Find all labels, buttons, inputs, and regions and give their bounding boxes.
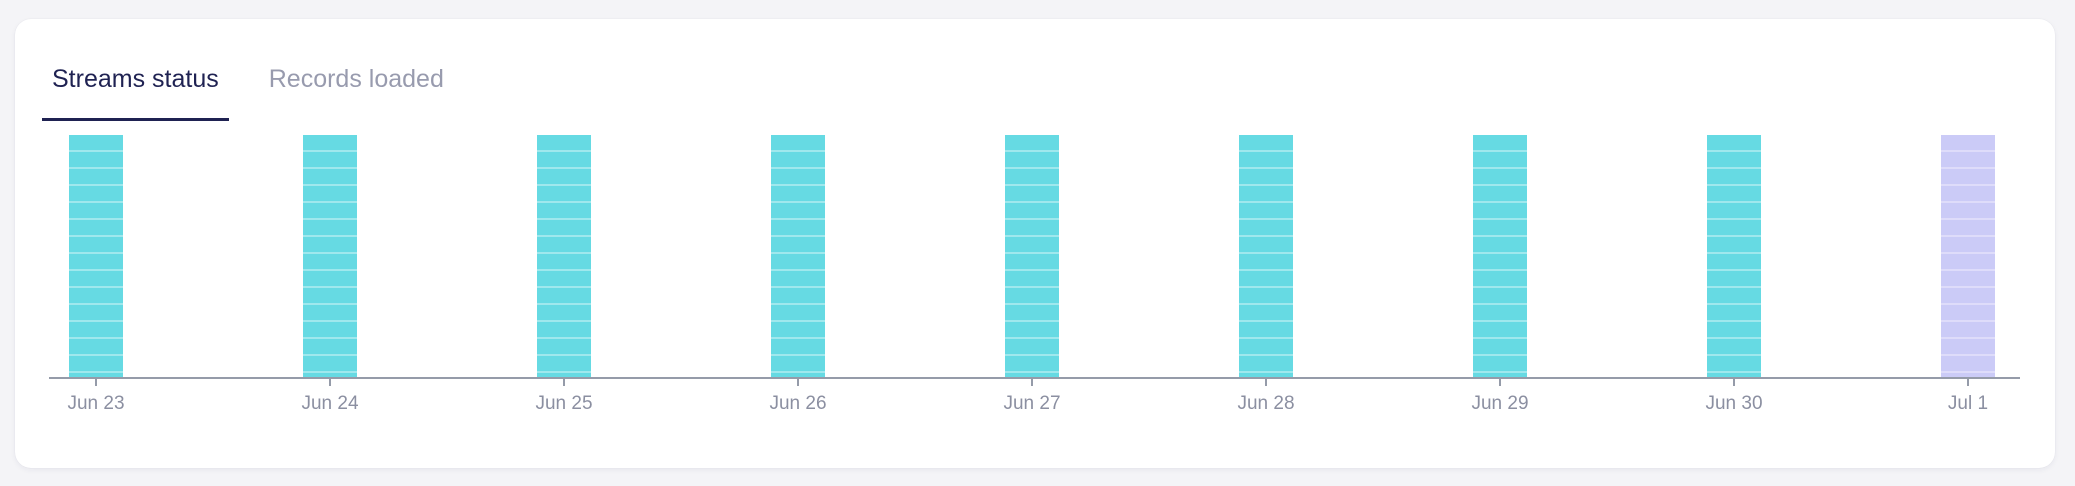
x-axis-tick [95,379,97,386]
x-axis-label: Jun 23 [67,393,125,414]
x-axis-ticks [49,379,2020,386]
tab-records-loaded[interactable]: Records loaded [259,65,454,121]
bar-jun-27[interactable] [1005,135,1059,377]
x-axis-label: Jun 27 [1003,393,1061,414]
bar-jun-25[interactable] [537,135,591,377]
status-card: Streams status Records loaded Jun 23 Jun … [15,19,2055,468]
x-axis-line [49,377,2020,379]
x-axis-tick [1265,379,1267,386]
x-axis-label: Jul 1 [1947,393,1989,414]
x-axis-tick [563,379,565,386]
bar-jun-28[interactable] [1239,135,1293,377]
chart-tabs: Streams status Records loaded [42,65,454,121]
x-axis-labels: Jun 23 Jun 24 Jun 25 Jun 26 Jun 27 Jun 28 Jun … [49,393,2020,417]
x-axis-tick [797,379,799,386]
x-axis-tick [1733,379,1735,386]
x-axis-label: Jun 28 [1237,393,1295,414]
x-axis-label: Jun 24 [301,393,359,414]
bar-jul-1[interactable] [1941,135,1995,377]
x-axis-label: Jun 26 [769,393,827,414]
x-axis-tick [329,379,331,386]
x-axis-tick [1031,379,1033,386]
bar-jun-29[interactable] [1473,135,1527,377]
bar-jun-24[interactable] [303,135,357,377]
bar-jun-26[interactable] [771,135,825,377]
chart-plot [49,135,2020,377]
tab-streams-status[interactable]: Streams status [42,65,229,121]
x-axis-tick [1967,379,1969,386]
x-axis-label: Jun 29 [1471,393,1529,414]
streams-status-chart: Jun 23 Jun 24 Jun 25 Jun 26 Jun 27 Jun 28 Jun … [49,135,2020,425]
x-axis-label: Jun 25 [535,393,593,414]
x-axis-label: Jun 30 [1705,393,1763,414]
bar-jun-23[interactable] [69,135,123,377]
x-axis-tick [1499,379,1501,386]
bar-jun-30[interactable] [1707,135,1761,377]
